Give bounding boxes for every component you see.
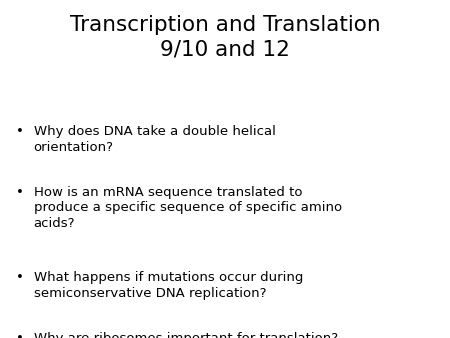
Text: •: • [16, 271, 23, 284]
Text: •: • [16, 186, 23, 199]
Text: Why are ribosomes important for translation?: Why are ribosomes important for translat… [34, 332, 338, 338]
Text: What happens if mutations occur during
semiconservative DNA replication?: What happens if mutations occur during s… [34, 271, 303, 299]
Text: •: • [16, 125, 23, 138]
Text: Transcription and Translation
9/10 and 12: Transcription and Translation 9/10 and 1… [70, 15, 380, 59]
Text: Why does DNA take a double helical
orientation?: Why does DNA take a double helical orien… [34, 125, 275, 153]
Text: •: • [16, 332, 23, 338]
Text: How is an mRNA sequence translated to
produce a specific sequence of specific am: How is an mRNA sequence translated to pr… [34, 186, 342, 230]
